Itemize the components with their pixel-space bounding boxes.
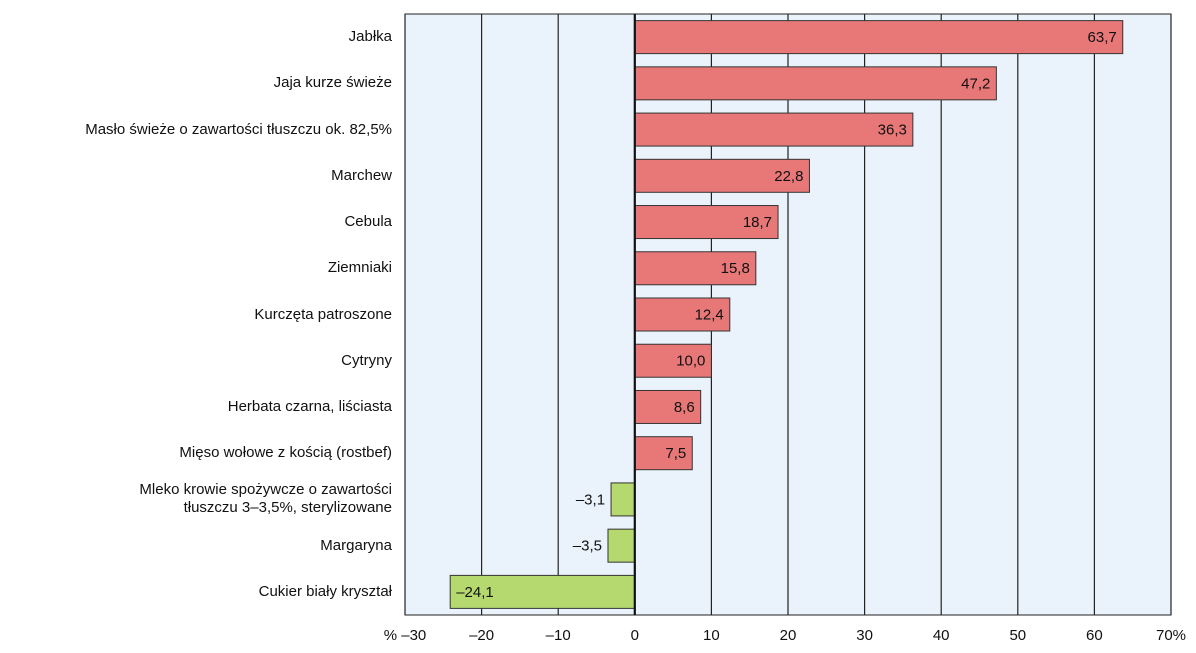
x-tick-label: 10 <box>703 627 720 644</box>
category-label: Herbata czarna, liściasta <box>227 397 392 415</box>
value-label: 7,5 <box>665 445 686 462</box>
category-label: Ziemniaki <box>327 259 392 277</box>
bar <box>634 297 731 332</box>
category-label: Marchew <box>331 166 392 184</box>
category-label: Jaja kurze świeże <box>273 74 392 92</box>
value-label: 36,3 <box>878 122 907 139</box>
bar <box>634 389 702 424</box>
value-label: 63,7 <box>1088 29 1117 46</box>
value-label: –24,1 <box>456 584 494 601</box>
category-label: Jabłka <box>348 28 392 46</box>
value-label: 47,2 <box>961 75 990 92</box>
value-label: –3,1 <box>576 491 605 508</box>
bar <box>634 158 810 193</box>
x-tick-label: 0 <box>631 627 639 644</box>
bar <box>634 251 757 286</box>
bar <box>634 343 712 378</box>
value-label: 10,0 <box>676 353 705 370</box>
category-label: Cytryny <box>341 351 392 369</box>
x-tick-label: 60 <box>1086 627 1103 644</box>
bar <box>634 112 914 147</box>
x-tick-label: –20 <box>469 627 494 644</box>
bar <box>634 66 997 101</box>
x-tick-label: 50 <box>1009 627 1026 644</box>
bar <box>634 20 1124 55</box>
x-tick-label: –10 <box>546 627 571 644</box>
category-label: Masło świeże o zawartości tłuszczu ok. 8… <box>85 120 392 138</box>
value-label: 8,6 <box>674 399 695 416</box>
value-label: 22,8 <box>774 168 803 185</box>
bar <box>607 528 636 563</box>
value-label: 15,8 <box>721 260 750 277</box>
value-label: 12,4 <box>695 306 724 323</box>
category-label: Cebula <box>344 213 392 231</box>
value-label: –3,5 <box>573 538 602 555</box>
category-label: Margaryna <box>320 536 392 554</box>
category-label: Mleko krowie spożywcze o zawartości tłus… <box>139 481 392 517</box>
x-tick-label: 40 <box>933 627 950 644</box>
value-label: 18,7 <box>743 214 772 231</box>
bar <box>449 574 636 609</box>
category-label: Mięso wołowe z kością (rostbef) <box>179 444 392 462</box>
x-tick-label: 30 <box>856 627 873 644</box>
bar <box>610 482 636 517</box>
category-label: Cukier biały kryształ <box>258 582 392 600</box>
x-tick-label: % –30 <box>384 627 427 644</box>
category-label: Kurczęta patroszone <box>254 305 392 323</box>
x-tick-label: 70% <box>1156 627 1186 644</box>
x-tick-label: 20 <box>780 627 797 644</box>
